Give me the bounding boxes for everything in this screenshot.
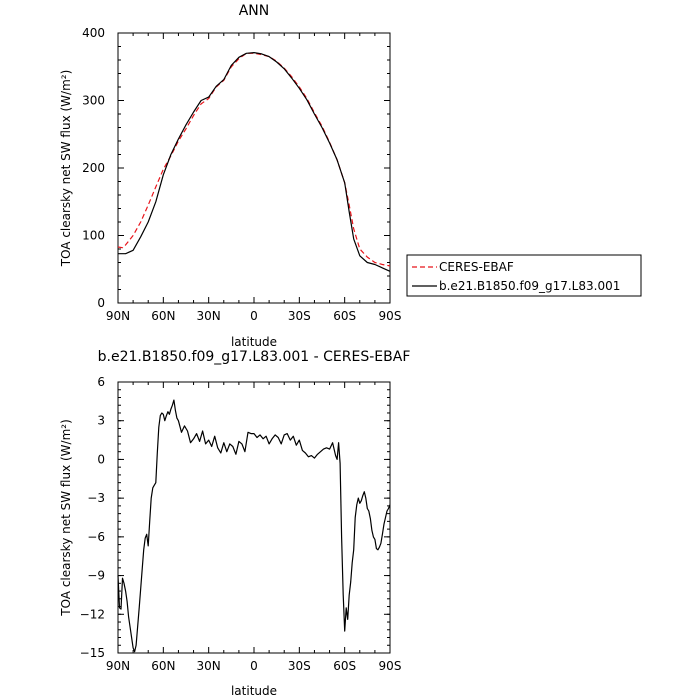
x-tick-label: 90N — [106, 309, 130, 323]
y-tick-label: 0 — [97, 452, 105, 466]
x-tick-label: 90N — [106, 659, 130, 673]
y-tick-label: −15 — [80, 646, 105, 660]
y-tick-label: 200 — [82, 161, 105, 175]
legend-entry-label: b.e21.B1850.f09_g17.L83.001 — [439, 279, 620, 293]
y-tick-label: −12 — [80, 607, 105, 621]
legend-box — [406, 254, 642, 297]
y-tick-label: 0 — [97, 296, 105, 310]
top-panel: ANN 90N 60N 30N 0 30S 60S 90S 0 100 200 300 400 latit… — [59, 3, 401, 349]
y-axis-label: TOA clearsky net SW flux (W/m²) — [59, 70, 73, 268]
x-tick-label: 60N — [151, 309, 175, 323]
series-line-ceres-ebaf — [117, 52, 391, 267]
chart-title: ANN — [239, 3, 270, 19]
x-tick-label: 60N — [151, 659, 175, 673]
y-axis-label: TOA clearsky net SW flux (W/m²) — [59, 419, 73, 617]
series-line-b-e21-b1850-f09-g17-l83-001 — [118, 51, 391, 272]
x-tick-label: 60S — [333, 659, 356, 673]
legend-entry-label: CERES-EBAF — [439, 260, 514, 274]
x-tick-label: 30N — [197, 309, 221, 323]
x-tick-label: 60S — [333, 309, 356, 323]
y-tick-label: 300 — [82, 94, 105, 108]
x-tick-label: 30S — [288, 659, 311, 673]
x-tick-label: 30N — [197, 659, 221, 673]
y-tick-label: −6 — [87, 530, 105, 544]
bottom-panel: b.e21.B1850.f09_g17.L83.001 - CERES-EBAF… — [59, 349, 410, 698]
x-axis-label: latitude — [231, 335, 277, 349]
chart-title: b.e21.B1850.f09_g17.L83.001 - CERES-EBAF — [98, 349, 411, 365]
x-tick-label: 0 — [250, 309, 258, 323]
legend: CERES-EBAF b.e21.B1850.f09_g17.L83.001 — [406, 254, 642, 297]
y-tick-label: 6 — [97, 375, 105, 389]
difference-line — [117, 399, 391, 653]
y-tick-label: −3 — [87, 491, 105, 505]
y-tick-label: 3 — [97, 414, 105, 428]
x-tick-label: 30S — [288, 309, 311, 323]
y-tick-label: 400 — [82, 26, 105, 40]
x-axis-label: latitude — [231, 684, 277, 698]
plot-frame — [117, 32, 391, 304]
x-tick-label: 0 — [250, 659, 258, 673]
y-tick-label: 100 — [82, 229, 105, 243]
x-tick-label: 90S — [379, 659, 402, 673]
x-tick-label: 90S — [379, 309, 402, 323]
y-tick-label: −9 — [87, 569, 105, 583]
